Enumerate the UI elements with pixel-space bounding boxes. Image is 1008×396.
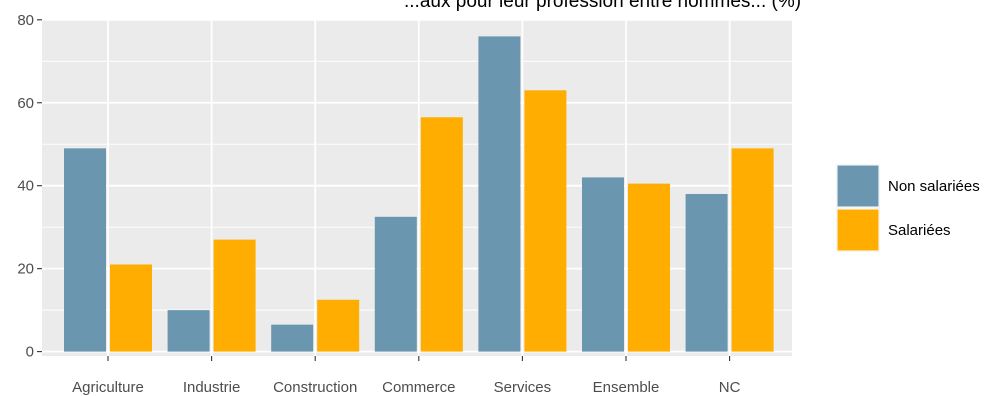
legend-swatch [836,164,880,208]
y-tick-label: 20 [17,261,34,278]
legend-swatch [836,208,880,252]
bar [582,177,624,352]
chart-title: ...aux pour leur profession entre hommes… [404,0,801,12]
x-tick-label: Construction [273,379,357,396]
legend-label: Non salariées [888,178,980,195]
x-tick-label: NC [719,379,741,396]
bar [478,36,521,352]
legend-label: Salariées [888,222,951,239]
bar [685,193,728,352]
x-tick-label: Industrie [183,379,241,396]
y-tick-label: 60 [17,95,34,112]
x-tick-label: Commerce [382,379,455,396]
legend: Non salariées Salariées [836,164,980,252]
bar [524,90,567,352]
bar [64,148,106,352]
y-tick-label: 40 [17,178,34,195]
x-tick-label: Ensemble [593,379,660,396]
x-tick-label: Services [494,379,552,396]
bar [167,310,210,352]
bar [628,183,670,352]
bar [420,117,463,352]
y-tick-label: 0 [26,344,34,361]
bar [271,324,314,352]
bar [374,216,417,352]
panel-background [42,19,792,356]
bar [317,299,360,352]
bar [213,239,256,352]
x-axis: Agriculture Industrie Construction Commerce… [72,356,741,396]
bar [110,264,152,352]
bars [64,36,774,352]
x-tick-label: Agriculture [72,379,144,396]
major-gridlines [42,18,792,356]
y-tick-label: 80 [17,12,34,29]
y-axis: 0 20 40 60 80 [17,12,42,361]
bar [731,148,774,352]
